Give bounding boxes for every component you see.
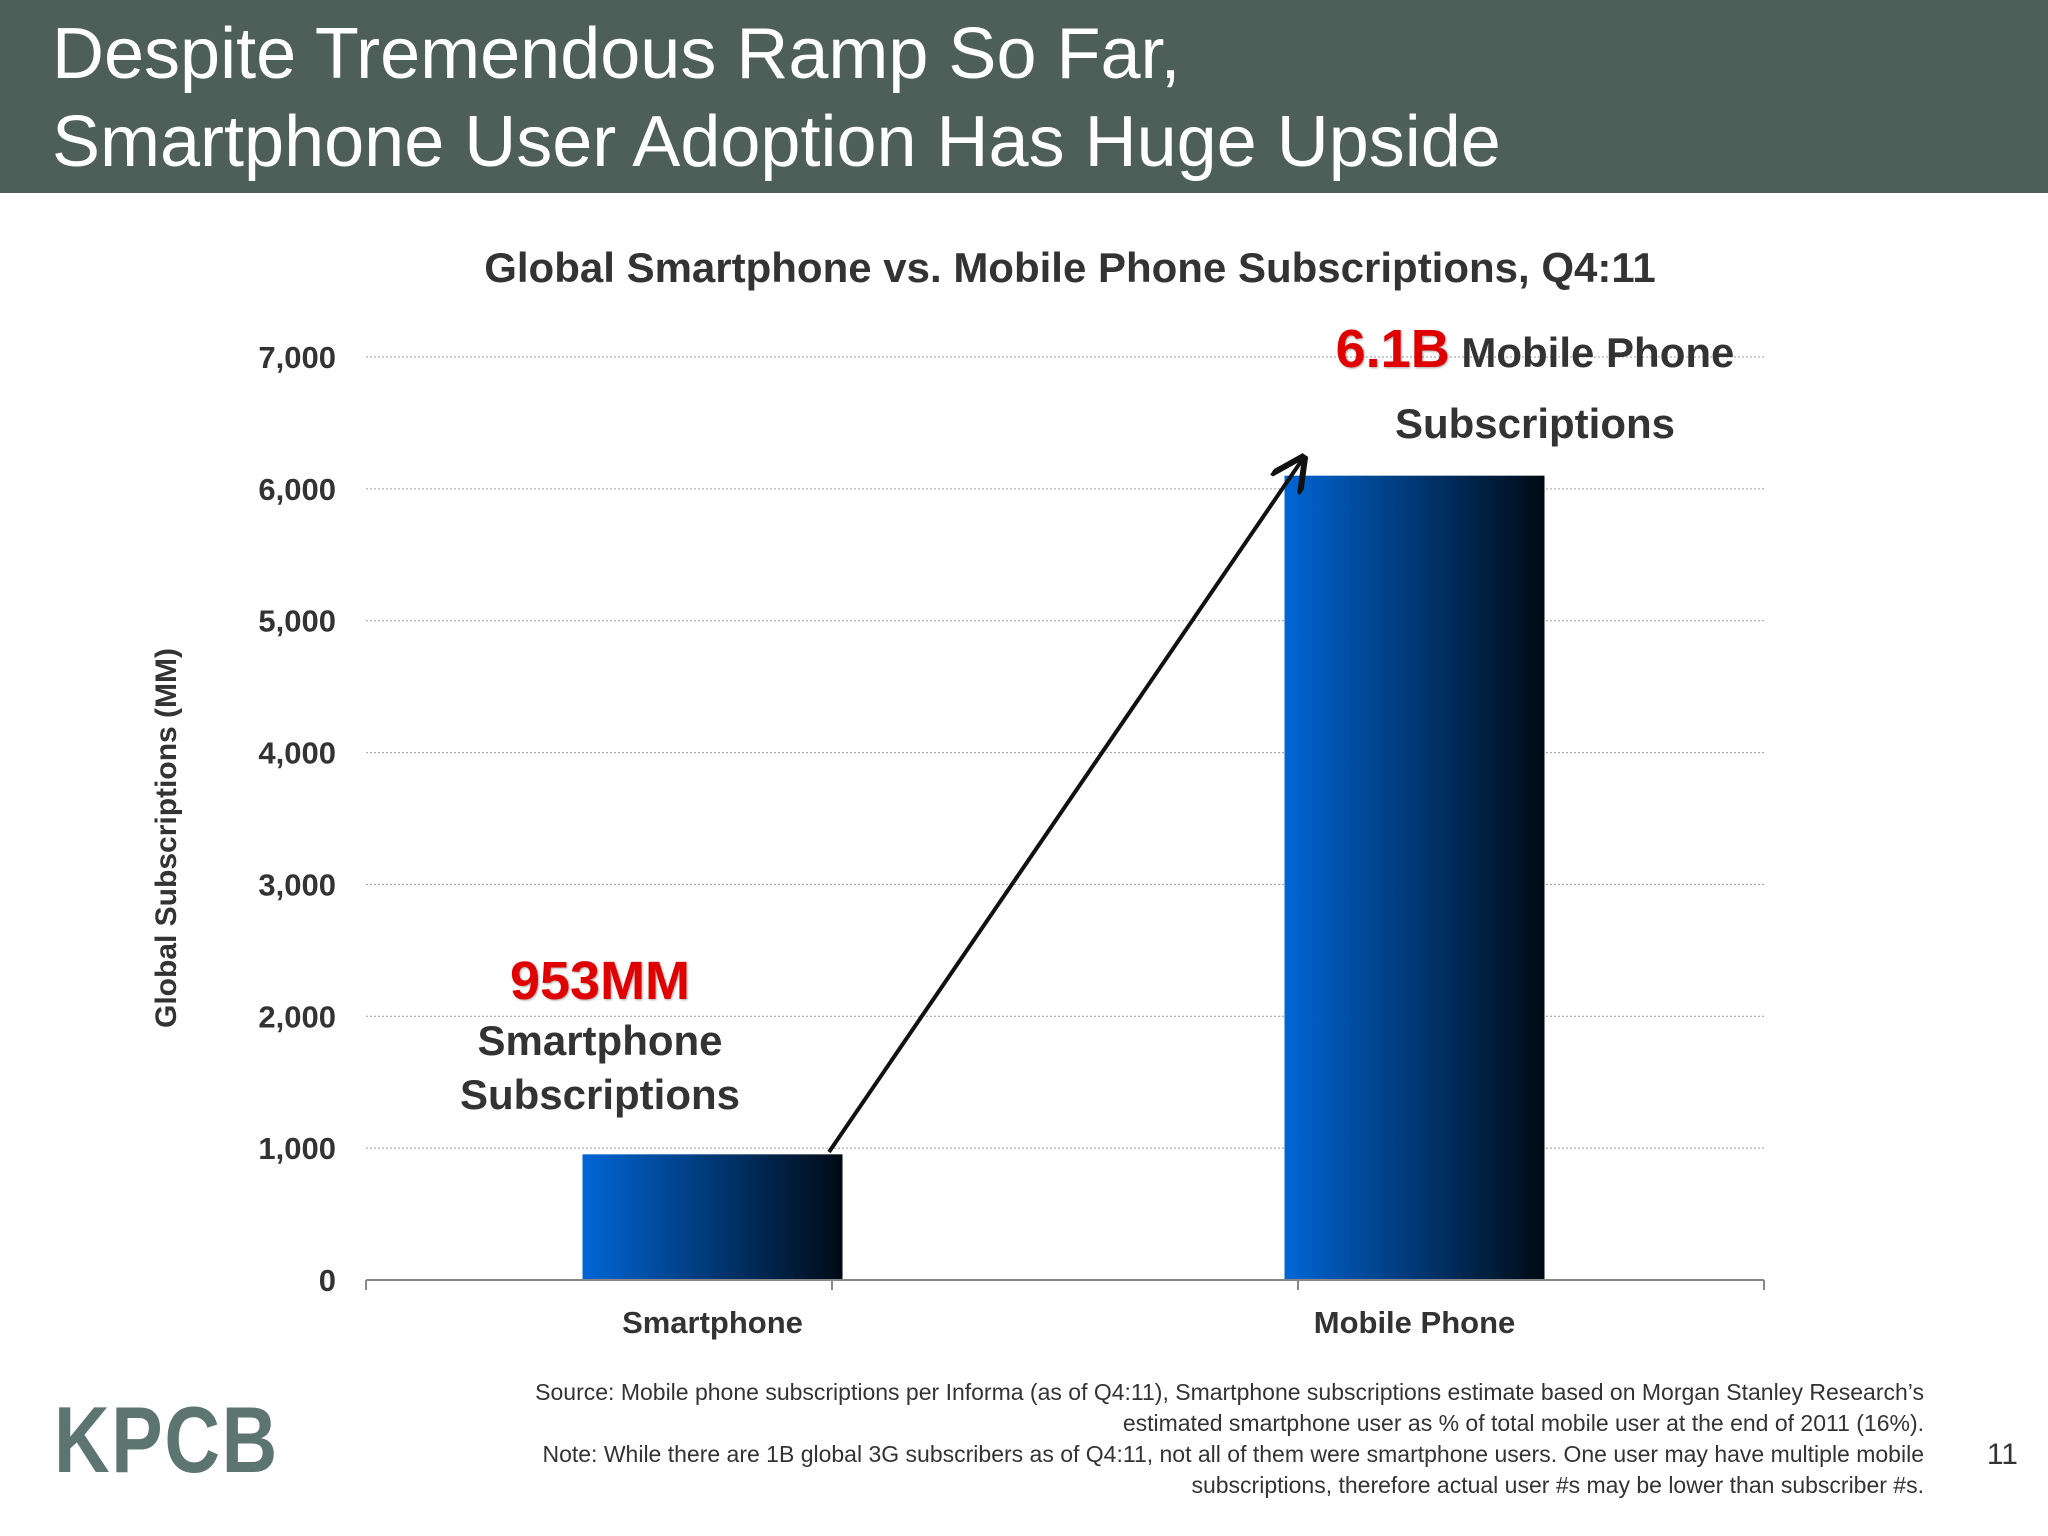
note-line-1: Note: While there are 1B global 3G subsc…: [542, 1441, 1924, 1467]
source-line-1: Source: Mobile phone subscriptions per I…: [535, 1379, 1924, 1405]
slide-title-line-1: Despite Tremendous Ramp So Far,: [52, 14, 1181, 94]
x-axis: Smartphone Mobile Phone: [365, 1279, 1765, 1340]
mobile-callout: 6.1B Mobile Phone Subscriptions: [1290, 316, 1780, 452]
bar-mobile-phone: [1284, 475, 1545, 1281]
smartphone-callout: 953MM Smartphone Subscriptions: [420, 948, 780, 1122]
mobile-callout-line-2: Subscriptions: [1394, 400, 1676, 447]
y-tick-label: 1,000: [258, 1131, 336, 1166]
page-number: 11: [1986, 1438, 2018, 1471]
chart-title: Global Smartphone vs. Mobile Phone Subsc…: [484, 244, 1656, 291]
y-tick-label: 2,000: [258, 999, 336, 1034]
source-note: Source: Mobile phone subscriptions per I…: [304, 1377, 1924, 1501]
y-tick-label: 7,000: [258, 340, 336, 375]
y-tick-label: 3,000: [258, 867, 336, 902]
y-axis-label: Global Subscriptions (MM): [150, 648, 183, 1028]
smartphone-callout-line-1: Smartphone: [477, 1017, 723, 1064]
mobile-value-label: 6.1B: [1335, 319, 1450, 379]
mobile-callout-line-1: Mobile Phone: [1449, 329, 1735, 376]
slide-header: Despite Tremendous Ramp So Far, Smartpho…: [0, 0, 2048, 193]
kpcb-logo: KPCB: [54, 1387, 279, 1492]
slide-title-line-2: Smartphone User Adoption Has Huge Upside: [52, 102, 1501, 182]
bar-smartphone: [582, 1154, 843, 1280]
x-tick-label: Mobile Phone: [1314, 1305, 1516, 1340]
y-axis-ticks: 0 1,000 2,000 3,000 4,000 5,000 6,000 7,000: [258, 340, 336, 1298]
bars: [582, 475, 1545, 1281]
source-line-2: estimated smartphone user as % of total …: [1122, 1410, 1924, 1436]
y-tick-label: 0: [319, 1263, 336, 1298]
y-tick-label: 6,000: [258, 472, 336, 507]
x-tick-label: Smartphone: [622, 1305, 803, 1340]
smartphone-callout-line-2: Subscriptions: [459, 1071, 741, 1118]
growth-arrow: [827, 460, 1302, 1154]
y-tick-label: 5,000: [258, 604, 336, 639]
note-line-2: subscriptions, therefore actual user #s …: [1191, 1472, 1924, 1498]
y-tick-label: 4,000: [258, 736, 336, 771]
smartphone-value-label: 953MM: [509, 951, 691, 1011]
